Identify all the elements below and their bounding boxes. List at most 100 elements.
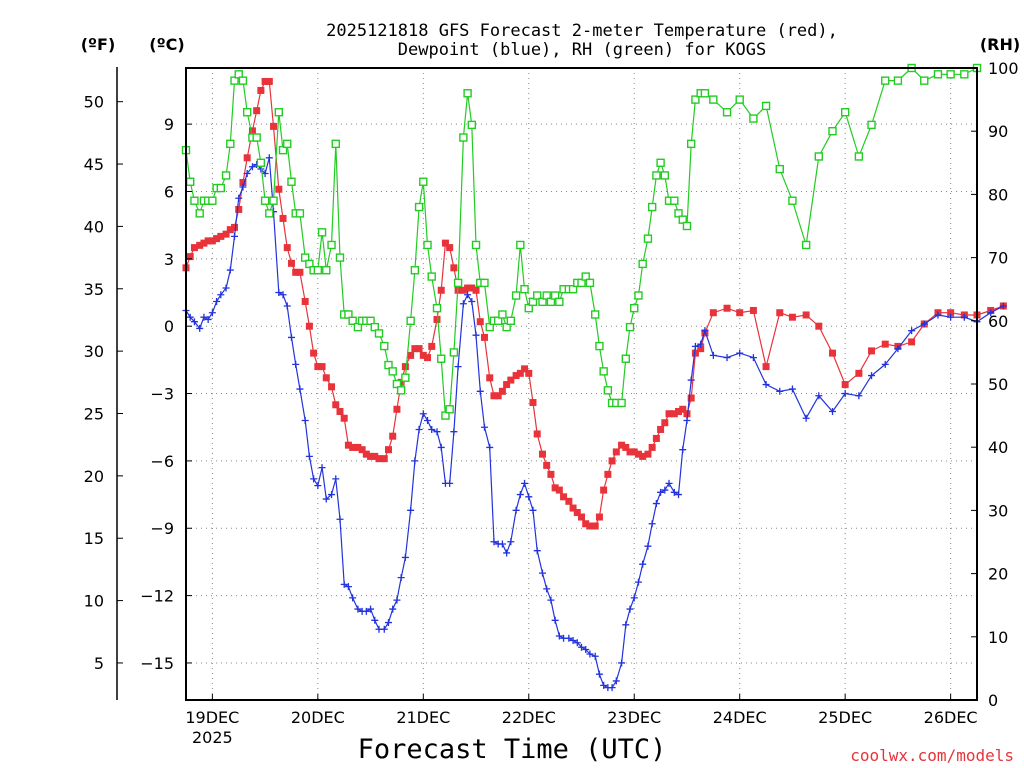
temperature-point — [362, 450, 370, 458]
dewpoint-point — [186, 313, 194, 321]
dewpoint-point — [595, 670, 603, 678]
rh-point — [749, 114, 758, 123]
rh-point — [881, 76, 890, 85]
temperature-point — [555, 486, 563, 494]
rh-point — [656, 158, 665, 168]
temperature-point — [433, 315, 441, 323]
dewpoint-point — [200, 313, 208, 321]
temperature-point — [578, 513, 585, 521]
dewpoint-point — [749, 354, 757, 362]
dewpoint-point — [644, 542, 652, 550]
rh-point — [370, 322, 379, 332]
rh-point — [577, 278, 586, 288]
temperature-point — [480, 333, 488, 341]
dewpoint-point — [679, 446, 687, 454]
rh-point — [638, 259, 647, 269]
rh-point — [344, 310, 353, 319]
rh-point — [441, 411, 450, 420]
rh-point — [946, 70, 955, 79]
temperature-point — [634, 450, 642, 458]
temperature-point — [788, 313, 796, 321]
temperature-point — [340, 414, 348, 422]
temperature-point — [257, 86, 265, 94]
rh-point — [634, 291, 643, 300]
dewpoint-point — [243, 170, 251, 178]
temperature-point — [626, 448, 634, 456]
dewpoint-point — [411, 457, 419, 465]
temperature-point — [243, 154, 251, 162]
rh-point — [322, 266, 331, 275]
dewpoint-point — [419, 410, 427, 418]
dewpoint-point — [401, 553, 409, 561]
dewpoint-point — [498, 540, 506, 548]
rh-point — [630, 303, 639, 313]
dewpoint-point — [618, 659, 626, 667]
dewpoint-point — [573, 639, 581, 647]
temperature-point — [213, 235, 221, 243]
dewpoint-point — [934, 311, 942, 319]
dewpoint-point — [407, 506, 415, 514]
rh-point — [190, 196, 199, 205]
dewpoint-point — [999, 302, 1007, 310]
dewpoint-point — [424, 416, 432, 424]
fahrenheit-tick-label: 20 — [84, 467, 104, 486]
rh-point — [788, 196, 797, 205]
temperature-point — [679, 405, 687, 413]
rh-point — [700, 89, 710, 98]
dewpoint-point — [687, 376, 695, 384]
temperature-point — [437, 286, 445, 294]
temperature-point — [261, 77, 269, 85]
dewpoint-point — [947, 313, 955, 321]
temperature-point — [464, 284, 472, 292]
rh-point — [555, 297, 564, 307]
rh-point — [453, 278, 463, 288]
dewpoint-line — [185, 157, 1004, 689]
rh-point — [691, 95, 700, 104]
x-tick-label: 22DEC — [502, 708, 556, 727]
dewpoint-point — [340, 580, 348, 588]
temperature-point — [367, 452, 375, 460]
temperature-point — [565, 497, 573, 505]
rh-point — [516, 240, 525, 250]
temperature-point — [618, 441, 626, 449]
temperature-point — [407, 351, 415, 359]
rh-point — [652, 171, 661, 180]
temperature-point — [239, 179, 247, 187]
dewpoint-point — [538, 569, 546, 577]
temperature-point — [450, 264, 458, 272]
dewpoint-point — [639, 560, 647, 568]
rh-point — [274, 108, 284, 117]
rh-point — [603, 386, 613, 395]
x-tick-label: 24DEC — [713, 708, 767, 727]
dewpoint-point — [868, 372, 876, 380]
fahrenheit-tick-label: 25 — [84, 404, 104, 423]
dewpoint-point — [279, 291, 287, 299]
rh-point — [533, 291, 542, 300]
temperature-point — [776, 309, 784, 317]
dewpoint-point — [525, 493, 533, 501]
dewpoint-point — [622, 621, 630, 629]
rh-point — [506, 316, 516, 325]
temperature-point — [186, 253, 194, 261]
rh-point — [242, 108, 252, 117]
rh-unit-label: (RH) — [980, 35, 1020, 54]
temperature-point — [253, 107, 261, 115]
dewpoint-point — [464, 291, 472, 299]
dewpoint-point — [318, 464, 326, 472]
temperature-point — [275, 185, 283, 193]
temperature-point — [292, 268, 300, 276]
dewpoint-point — [472, 331, 480, 339]
temperature-point — [622, 443, 630, 451]
rh-point — [840, 108, 850, 117]
dewpoint-point — [336, 515, 344, 523]
rh-point — [260, 196, 270, 205]
dewpoint-point — [305, 452, 313, 460]
rh-point — [493, 316, 503, 325]
dewpoint-point — [322, 495, 330, 503]
rh-point — [682, 221, 692, 231]
temperature-point — [802, 311, 810, 319]
temperature-point — [318, 363, 326, 371]
temperature-point — [600, 486, 608, 494]
rh-tick-label: 100 — [988, 59, 1019, 78]
rh-point — [313, 266, 323, 275]
